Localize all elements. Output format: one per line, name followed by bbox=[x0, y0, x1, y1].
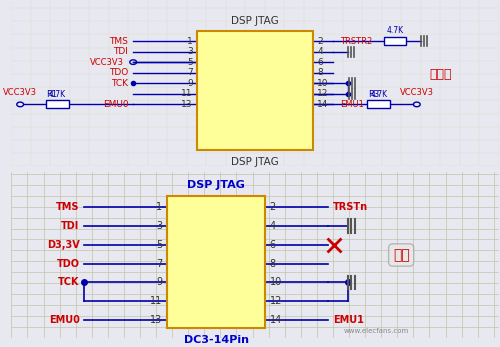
Text: VCC3V3: VCC3V3 bbox=[400, 88, 434, 97]
Text: DC3-14Pin: DC3-14Pin bbox=[184, 335, 248, 345]
Text: 5: 5 bbox=[156, 240, 162, 250]
Text: 1: 1 bbox=[156, 202, 162, 212]
Text: 2: 2 bbox=[270, 202, 276, 212]
Bar bbox=[46, 100, 69, 108]
Text: 3: 3 bbox=[156, 221, 162, 231]
Text: 4: 4 bbox=[318, 47, 323, 56]
Text: 4: 4 bbox=[270, 221, 276, 231]
Bar bbox=[168, 196, 265, 328]
Text: R1: R1 bbox=[46, 90, 58, 99]
Text: 7: 7 bbox=[156, 259, 162, 269]
Text: 4.7K: 4.7K bbox=[386, 26, 404, 35]
Text: TCK: TCK bbox=[112, 79, 128, 88]
Text: 11: 11 bbox=[150, 296, 162, 306]
Text: TCK: TCK bbox=[58, 277, 80, 287]
Text: 12: 12 bbox=[318, 89, 328, 98]
Text: 5: 5 bbox=[187, 58, 192, 67]
Text: 8: 8 bbox=[318, 68, 323, 77]
Text: 13: 13 bbox=[150, 315, 162, 325]
Text: 12: 12 bbox=[270, 296, 282, 306]
Text: 2: 2 bbox=[318, 36, 323, 45]
Text: 1: 1 bbox=[187, 36, 192, 45]
Text: VCC3V3: VCC3V3 bbox=[90, 58, 124, 67]
Text: EMU0: EMU0 bbox=[102, 100, 128, 109]
Text: 9: 9 bbox=[156, 277, 162, 287]
Text: 11: 11 bbox=[181, 89, 192, 98]
Text: 10: 10 bbox=[318, 79, 329, 88]
Text: VCC3V3: VCC3V3 bbox=[3, 88, 37, 97]
Text: DSP JTAG: DSP JTAG bbox=[187, 180, 245, 189]
Text: TMS: TMS bbox=[56, 202, 80, 212]
Text: 3: 3 bbox=[187, 47, 192, 56]
Text: TRSTR2: TRSTR2 bbox=[340, 36, 372, 45]
Text: 6: 6 bbox=[270, 240, 276, 250]
Text: TDI: TDI bbox=[62, 221, 80, 231]
Text: 8: 8 bbox=[270, 259, 276, 269]
Text: 4.7K: 4.7K bbox=[370, 90, 388, 99]
Text: TRSTn: TRSTn bbox=[333, 202, 368, 212]
Text: 核心板: 核心板 bbox=[429, 68, 452, 81]
Text: 底板: 底板 bbox=[393, 248, 409, 262]
Text: TDI: TDI bbox=[114, 47, 128, 56]
Text: TDO: TDO bbox=[109, 68, 128, 77]
Text: 9: 9 bbox=[187, 79, 192, 88]
Text: 4.7K: 4.7K bbox=[48, 90, 66, 99]
Text: 13: 13 bbox=[181, 100, 192, 109]
Bar bbox=[384, 37, 406, 45]
Text: EMU1: EMU1 bbox=[333, 315, 364, 325]
Text: TDO: TDO bbox=[56, 259, 80, 269]
Bar bbox=[367, 100, 390, 108]
Text: TMS: TMS bbox=[110, 36, 128, 45]
Text: R3: R3 bbox=[368, 90, 380, 99]
Text: 14: 14 bbox=[270, 315, 282, 325]
Text: 10: 10 bbox=[270, 277, 282, 287]
Bar bbox=[196, 31, 314, 150]
Text: 6: 6 bbox=[318, 58, 323, 67]
Text: D3,3V: D3,3V bbox=[47, 240, 80, 250]
Text: www.elecfans.com: www.elecfans.com bbox=[344, 328, 410, 333]
Text: 14: 14 bbox=[318, 100, 328, 109]
Text: DSP JTAG: DSP JTAG bbox=[231, 157, 279, 167]
Text: 7: 7 bbox=[187, 68, 192, 77]
Text: EMU1: EMU1 bbox=[340, 100, 364, 109]
Text: EMU0: EMU0 bbox=[48, 315, 80, 325]
Text: DSP JTAG: DSP JTAG bbox=[231, 16, 279, 26]
